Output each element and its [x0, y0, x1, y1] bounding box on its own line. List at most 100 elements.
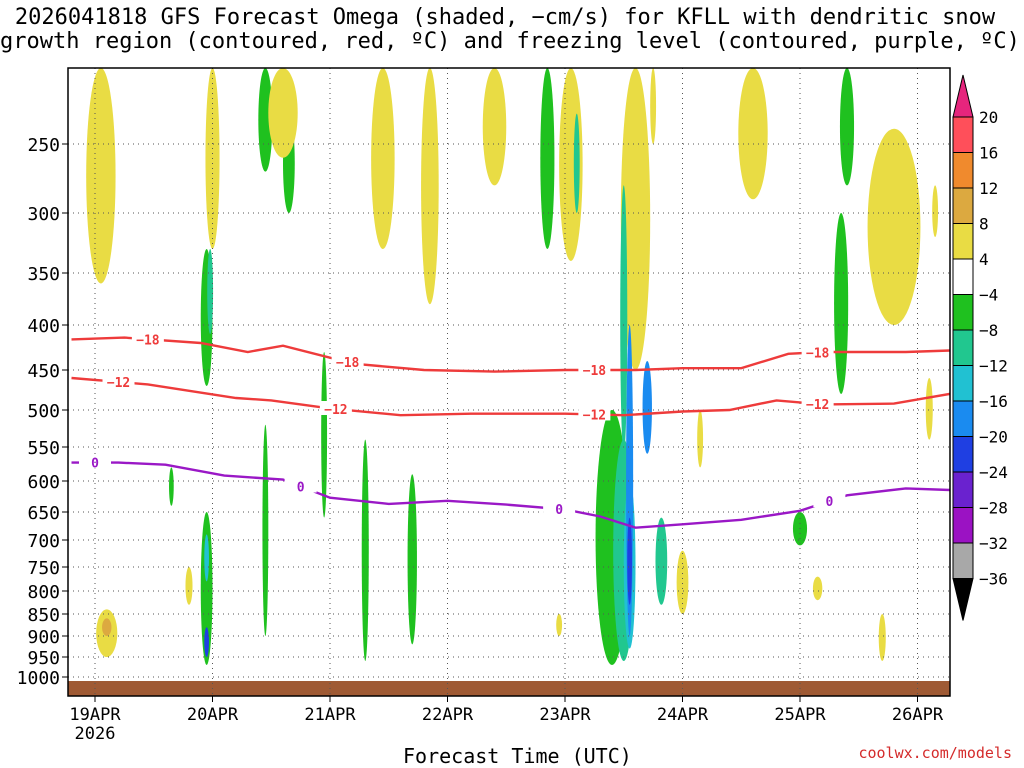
x-tick-label: 21APR	[304, 705, 356, 725]
y-tick-label: 750	[27, 558, 60, 579]
omega-patch	[901, 171, 911, 261]
contour-0-line	[71, 461, 950, 529]
colorbar-label: −36	[979, 570, 1008, 589]
colorbar-top-arrow	[952, 74, 974, 118]
y-tick-label: 550	[27, 438, 60, 459]
omega-patch	[839, 68, 855, 186]
colorbar-segment	[952, 365, 974, 402]
colorbar-segment	[952, 223, 974, 260]
x-tick-label: 20APR	[187, 705, 239, 725]
contour-label--12: −12	[806, 398, 829, 413]
colorbar-label: 16	[979, 144, 998, 163]
omega-patch	[867, 128, 921, 325]
colorbar-label: −8	[979, 321, 998, 340]
contour-label-bg	[543, 501, 576, 516]
colorbar-label: 12	[979, 179, 998, 198]
omega-patch	[834, 213, 849, 394]
contour-label-0: 0	[297, 481, 305, 496]
omega-patch	[268, 68, 298, 158]
contour-label-bg	[801, 395, 834, 410]
contour-label-bg	[79, 454, 111, 469]
y-tick-label: 950	[27, 648, 60, 669]
contour-label-bg	[284, 478, 317, 493]
y-tick-label: 850	[27, 605, 60, 626]
y-tick-label: 450	[27, 361, 60, 382]
omega-patch	[556, 614, 563, 636]
colorbar-label: 20	[979, 108, 998, 127]
colorbar-label: −24	[979, 463, 1008, 482]
contour-label-0: 0	[91, 457, 99, 472]
x-tick-label: 23APR	[539, 705, 591, 725]
x-tick-label: 19APR	[69, 705, 121, 725]
y-tick-label: 300	[27, 204, 60, 225]
omega-patch	[102, 618, 112, 636]
colorbar-label: −20	[979, 428, 1008, 447]
x-tick-label: 26APR	[892, 705, 944, 725]
x-year-label: 2026	[75, 724, 116, 744]
omega-patch	[200, 512, 213, 665]
contour-label-bg	[331, 354, 364, 369]
surface-terrain	[68, 681, 950, 696]
omega-patch	[738, 68, 768, 200]
contour-label--18: −18	[806, 346, 830, 361]
colorbar-segment	[952, 471, 974, 508]
omega-patch	[207, 249, 214, 334]
y-tick-label: 650	[27, 503, 60, 524]
colorbar-label: −28	[979, 499, 1008, 518]
omega-patch	[932, 185, 939, 237]
x-axis-label: Forecast Time (UTC)	[403, 744, 632, 768]
colorbar-label: −12	[979, 357, 1008, 376]
omega-patch	[573, 113, 580, 213]
colorbar-segment	[952, 436, 974, 473]
y-tick-label: 350	[27, 264, 60, 285]
plot-area: −18 −18 −18 −18 −12 −12 −12 −12 0 0 0 0	[68, 68, 950, 696]
omega-patch	[169, 467, 174, 506]
omega-patch	[925, 378, 933, 440]
omega-patch	[204, 534, 209, 582]
colorbar-segment	[952, 542, 974, 579]
x-tick-label: 25APR	[774, 705, 826, 725]
contour-label--18: −18	[136, 333, 160, 348]
omega-patch	[421, 68, 439, 305]
contour-label-bg	[801, 344, 834, 359]
contour-label--18: −18	[336, 356, 360, 371]
omega-patch	[204, 627, 209, 657]
colorbar-label: −32	[979, 534, 1008, 553]
credit-link[interactable]: coolwx.com/models	[858, 744, 1012, 762]
colorbar-segment	[952, 187, 974, 224]
omega-patch	[642, 361, 652, 454]
omega-patch	[482, 68, 507, 186]
y-tick-label: 600	[27, 472, 60, 493]
contour-label-bg	[578, 406, 611, 421]
omega-patch	[627, 517, 632, 605]
chart-title: 2026041818 GFS Forecast Omega (shaded, −…	[0, 6, 1020, 54]
y-tick-label: 500	[27, 401, 60, 422]
y-tick-label: 800	[27, 582, 60, 603]
omega-patch	[321, 352, 328, 518]
colorbar-segment	[952, 258, 974, 295]
omega-patch	[620, 185, 628, 454]
colorbar-segment	[952, 116, 974, 153]
omega-patch	[878, 614, 886, 661]
colorbar-segment	[952, 152, 974, 189]
omega-patch	[371, 68, 395, 249]
contour-label-bg	[319, 401, 352, 415]
colorbar-label: −4	[979, 286, 998, 305]
omega-patch	[262, 424, 269, 636]
colorbar-segment	[952, 329, 974, 366]
colorbar-bottom-arrow	[952, 578, 974, 621]
contour-label--12: −12	[107, 376, 130, 391]
y-tick-label: 700	[27, 531, 60, 552]
omega-patch	[650, 68, 657, 144]
omega-patch	[812, 576, 823, 601]
omega-patch	[185, 567, 193, 605]
colorbar-segment	[952, 294, 974, 331]
y-tick-label: 400	[27, 316, 60, 337]
contour-label-bg	[578, 362, 611, 376]
contour-label-bg	[102, 373, 135, 388]
y-tick-label: 900	[27, 627, 60, 648]
colorbar-label: 8	[979, 215, 989, 234]
contour-label--18: −18	[583, 364, 607, 379]
colorbar-segment	[952, 507, 974, 544]
contour-label-bg	[131, 331, 164, 346]
